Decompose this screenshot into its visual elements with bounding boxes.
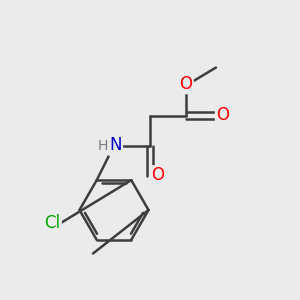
Text: H: H [98, 139, 108, 152]
Text: Cl: Cl [44, 214, 61, 232]
Text: O: O [151, 167, 164, 184]
Text: O: O [179, 75, 193, 93]
Text: N: N [109, 136, 122, 154]
Text: O: O [216, 106, 229, 124]
